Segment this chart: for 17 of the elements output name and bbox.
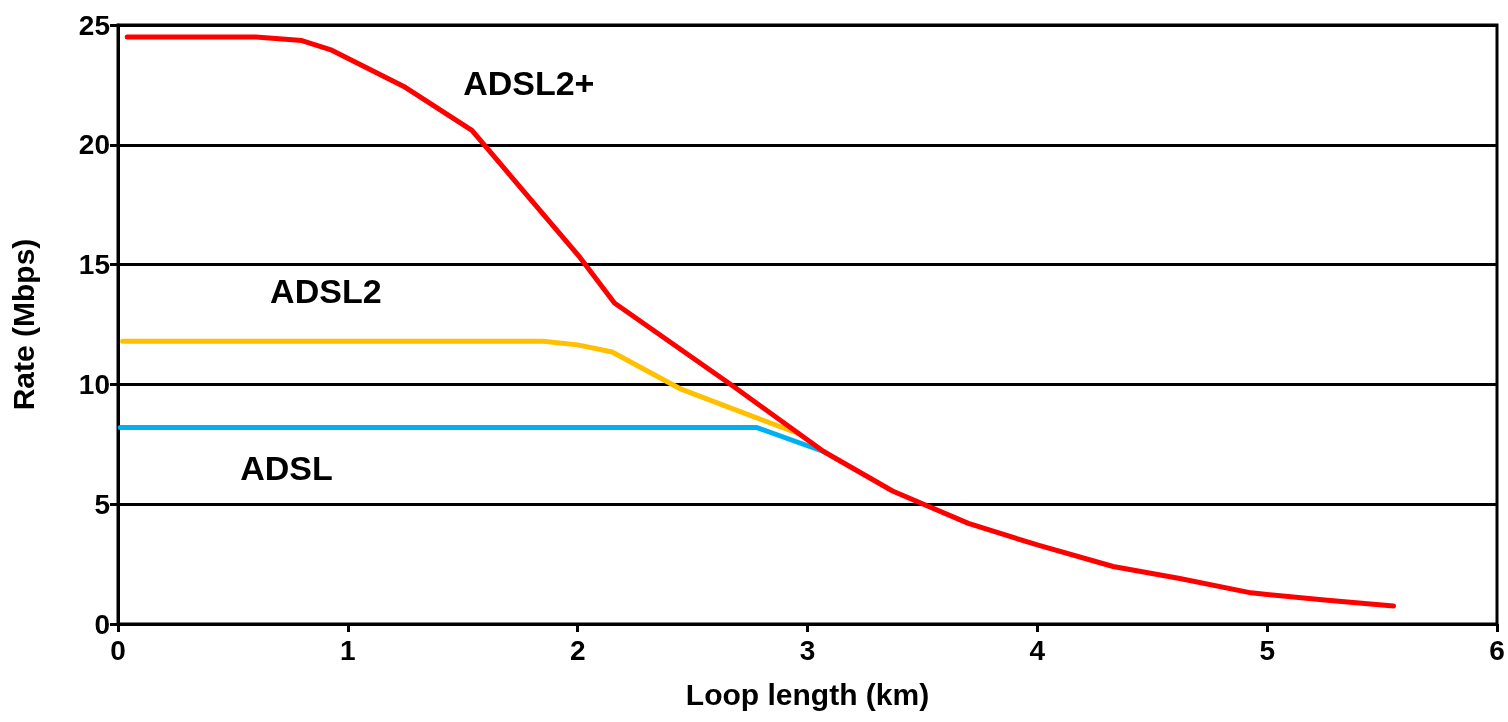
- x-tick-label: 3: [799, 634, 816, 666]
- y-tick-label: 15: [78, 249, 110, 281]
- x-tick-label: 1: [340, 634, 356, 666]
- x-axis-title: Loop length (km): [685, 677, 930, 711]
- x-tick-label: 4: [1029, 634, 1046, 666]
- series-label: ADSL2+: [463, 63, 595, 102]
- x-tick-label: 5: [1259, 634, 1275, 666]
- series-label: ADSL2: [270, 271, 382, 310]
- x-tick-label: 6: [1489, 634, 1505, 666]
- y-axis-title: Rate (Mbps): [6, 238, 40, 411]
- y-tick-label: 10: [78, 368, 110, 400]
- y-tick-label: 0: [94, 608, 110, 640]
- series-label: ADSL: [240, 449, 333, 488]
- x-tick-label: 2: [569, 634, 586, 666]
- y-tick-label: 25: [78, 9, 110, 41]
- y-tick-label: 20: [78, 129, 110, 161]
- y-tick-label: 5: [94, 488, 110, 520]
